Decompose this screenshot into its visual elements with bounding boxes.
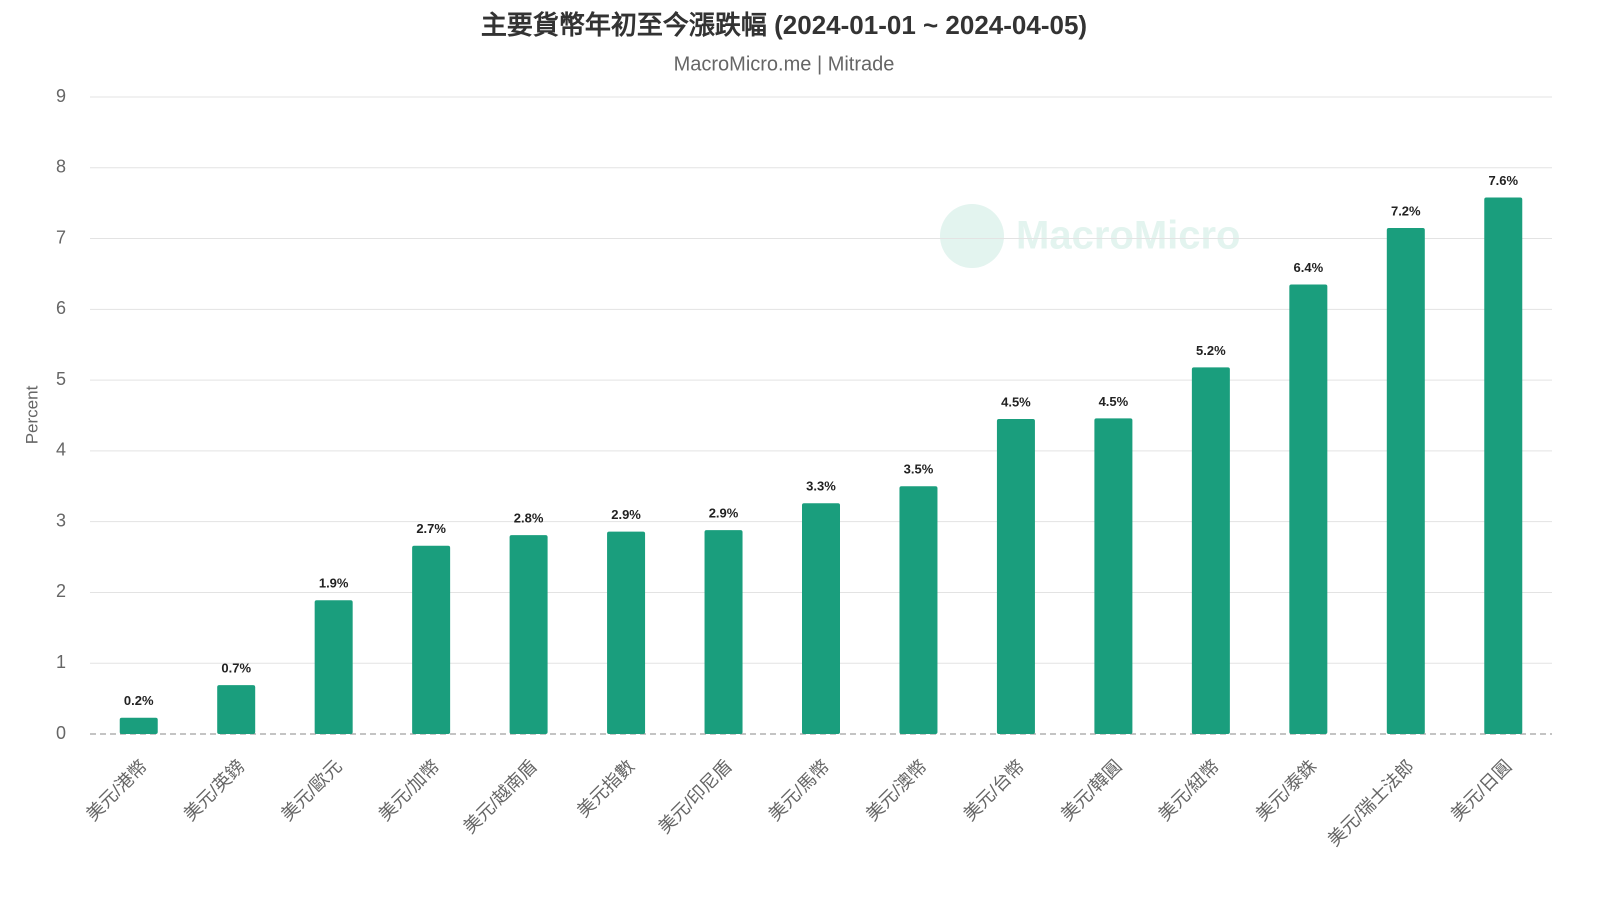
value-label: 2.9%	[611, 507, 641, 522]
bar	[1094, 418, 1133, 734]
value-label: 2.7%	[416, 521, 446, 536]
x-tick-label: 美元/英鎊	[180, 756, 249, 825]
y-tick-label: 1	[56, 652, 66, 672]
x-tick-label: 美元/歐元	[277, 756, 346, 825]
y-tick-label: 2	[56, 581, 66, 601]
bar	[509, 535, 548, 734]
x-tick-label: 美元/印尼盾	[654, 756, 735, 837]
y-tick-label: 6	[56, 298, 66, 318]
y-tick-label: 0	[56, 723, 66, 743]
value-label: 4.5%	[1001, 394, 1031, 409]
bar	[119, 717, 158, 734]
x-tick-label: 美元/紐幣	[1154, 756, 1223, 825]
bar	[1386, 227, 1425, 734]
y-tick-label: 4	[56, 440, 66, 460]
y-tick-label: 5	[56, 369, 66, 389]
chart-title: 主要貨幣年初至今漲跌幅 (2024-01-01 ~ 2024-04-05)	[481, 10, 1087, 40]
x-tick-label: 美元/韓圓	[1057, 756, 1126, 825]
value-label: 7.6%	[1488, 173, 1518, 188]
bar	[899, 486, 938, 734]
value-label: 3.5%	[904, 462, 934, 477]
y-tick-label: 3	[56, 510, 66, 530]
value-label: 4.5%	[1099, 394, 1129, 409]
watermark: MacroMicro	[1016, 214, 1241, 258]
bar	[704, 530, 743, 734]
x-tick-label: 美元指數	[573, 756, 638, 821]
bar	[802, 503, 840, 734]
value-label: 5.2%	[1196, 343, 1226, 358]
y-tick-label: 9	[56, 86, 66, 106]
y-tick-label: 7	[56, 227, 66, 247]
bar	[1191, 367, 1230, 734]
value-label: 1.9%	[319, 576, 349, 591]
x-tick-label: 美元/越南盾	[459, 756, 540, 837]
bar	[1484, 197, 1523, 734]
bar	[996, 419, 1035, 734]
y-axis-label: Percent	[22, 385, 41, 444]
watermark-logo	[940, 204, 1004, 268]
bar	[1289, 284, 1328, 734]
x-tick-label: 美元/日圓	[1447, 756, 1516, 825]
y-tick-label: 8	[56, 157, 66, 177]
value-label: 2.9%	[709, 506, 739, 521]
x-tick-label: 美元/馬幣	[765, 756, 834, 825]
value-label: 6.4%	[1294, 260, 1324, 275]
x-tick-label: 美元/港幣	[82, 756, 151, 825]
value-label: 2.8%	[514, 511, 544, 526]
x-tick-label: 美元/瑞士法郎	[1324, 756, 1418, 850]
x-tick-label: 美元/台幣	[960, 756, 1029, 825]
x-tick-label: 美元/加幣	[375, 756, 444, 825]
value-label: 3.3%	[806, 479, 836, 494]
value-label: 0.7%	[221, 661, 251, 676]
bar	[314, 600, 353, 734]
x-tick-label: 美元/泰銖	[1252, 756, 1321, 825]
bar	[412, 545, 451, 734]
bar	[217, 685, 256, 734]
bar	[607, 531, 646, 734]
chart-subtitle: MacroMicro.me | Mitrade	[674, 53, 895, 75]
value-label: 7.2%	[1391, 203, 1421, 218]
x-tick-label: 美元/澳幣	[862, 756, 931, 825]
value-label: 0.2%	[124, 693, 154, 708]
